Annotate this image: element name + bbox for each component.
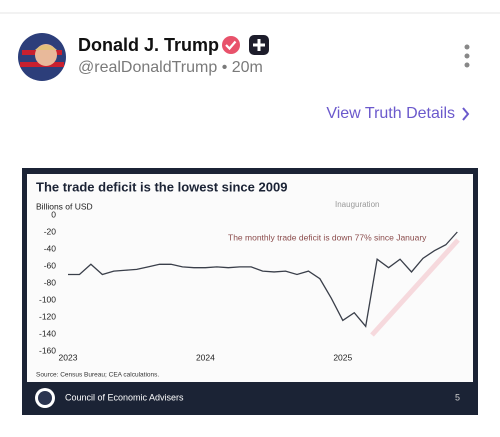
y-tick-label: -20 (44, 226, 57, 236)
annotation: The monthly trade deficit is down 77% si… (228, 232, 427, 242)
y-tick-label: -140 (39, 328, 56, 338)
author-name[interactable]: Donald J. Trump (78, 35, 219, 55)
y-tick-label: -40 (44, 243, 57, 253)
x-tick-label: 2023 (59, 352, 78, 362)
chart-title: The trade deficit is the lowest since 20… (36, 179, 287, 194)
view-details-link[interactable]: View Truth Details (326, 105, 455, 122)
slide (27, 174, 473, 382)
y-tick-label: 0 (51, 209, 56, 219)
x-tick-label: 2025 (333, 352, 352, 362)
y-tick-label: -160 (39, 345, 56, 355)
x-tick-label: 2024 (196, 352, 215, 362)
highlight (370, 238, 460, 337)
byline: @realDonaldTrump • 20m (78, 59, 263, 76)
plus-badge (249, 35, 269, 55)
verified-badge (222, 36, 240, 54)
data-line (68, 231, 458, 328)
annotation: Inauguration (335, 200, 379, 209)
y-axis-label: Billions of USD (36, 201, 93, 211)
footer: Council of Economic Advisers (65, 392, 184, 402)
y-tick-label: -60 (44, 260, 57, 270)
y-tick-label: -120 (39, 311, 56, 321)
y-tick-label: -100 (39, 294, 56, 304)
source: Source: Census Bureau; CEA calculations. (36, 372, 159, 379)
y-tick-label: -80 (44, 277, 57, 287)
page-number: 5 (455, 392, 460, 402)
seal (35, 388, 55, 408)
avatar[interactable] (18, 33, 66, 81)
more-menu[interactable] (464, 44, 470, 68)
chevron (462, 107, 470, 121)
